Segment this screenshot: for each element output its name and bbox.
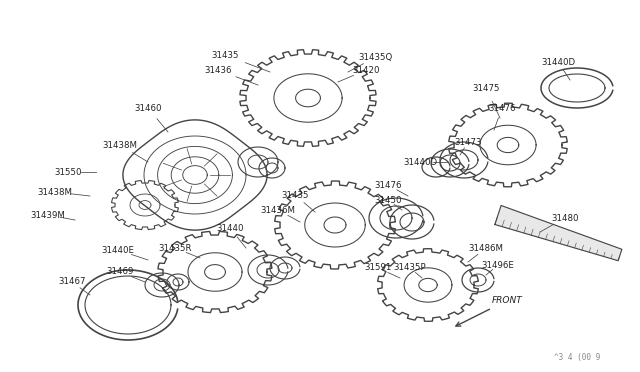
Text: 31591: 31591: [364, 263, 392, 273]
Text: 31475: 31475: [472, 83, 500, 93]
Text: 31476: 31476: [488, 103, 516, 112]
Text: 31469: 31469: [106, 267, 134, 276]
Text: 31450: 31450: [374, 196, 402, 205]
Text: 31435: 31435: [281, 190, 308, 199]
Text: 31440D: 31440D: [403, 157, 437, 167]
Text: 31496E: 31496E: [481, 260, 515, 269]
Text: 31435Q: 31435Q: [359, 52, 393, 61]
Polygon shape: [495, 205, 622, 261]
Text: 31486M: 31486M: [468, 244, 504, 253]
Text: 31436: 31436: [204, 65, 232, 74]
Text: 31550: 31550: [54, 167, 82, 176]
Text: 31476: 31476: [374, 180, 402, 189]
Text: 31436M: 31436M: [260, 205, 296, 215]
Text: 31480: 31480: [551, 214, 579, 222]
Text: 31438M: 31438M: [38, 187, 72, 196]
Text: 31460: 31460: [134, 103, 162, 112]
Text: FRONT: FRONT: [492, 296, 523, 305]
Text: 31420: 31420: [352, 65, 380, 74]
Text: 31438M: 31438M: [102, 141, 138, 150]
Text: 31440D: 31440D: [541, 58, 575, 67]
Text: 31435R: 31435R: [158, 244, 192, 253]
Text: 31440E: 31440E: [102, 246, 134, 254]
Text: 31473: 31473: [454, 138, 482, 147]
Text: ^3 4 (00 9: ^3 4 (00 9: [554, 353, 600, 362]
Text: 31435P: 31435P: [394, 263, 426, 273]
Text: 31467: 31467: [58, 278, 86, 286]
Text: 31439M: 31439M: [31, 211, 65, 219]
Text: 31440: 31440: [216, 224, 244, 232]
Text: 31435: 31435: [211, 51, 239, 60]
